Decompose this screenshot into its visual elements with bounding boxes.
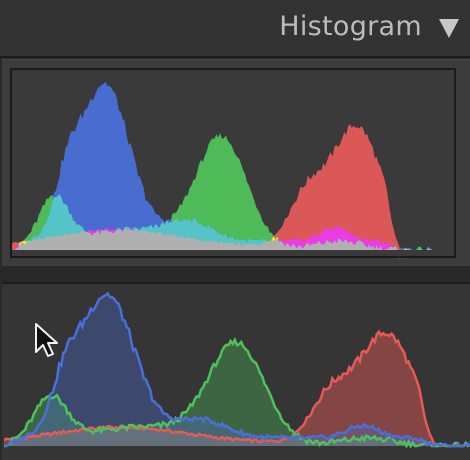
blue-channel-line	[4, 291, 470, 448]
gray-overlap-area	[12, 229, 432, 250]
arrow-cursor-icon	[35, 323, 58, 357]
panel-divider	[0, 266, 470, 282]
triangle-down-icon[interactable]	[438, 16, 460, 40]
panel-grip: ··	[398, 254, 405, 265]
blue-channel-fill	[4, 293, 470, 446]
panel-header[interactable]: Histogram	[0, 0, 470, 58]
blue-channel-area	[12, 81, 432, 251]
panel-title: Histogram	[279, 11, 422, 42]
red-channel-area	[12, 124, 432, 250]
histogram-filled-chart[interactable]	[12, 70, 454, 254]
green-channel-fill	[4, 339, 470, 446]
green-channel-area	[12, 133, 432, 250]
red-channel-line	[4, 329, 470, 448]
histogram-outlined-chart[interactable]	[4, 286, 470, 460]
red-channel-fill	[4, 331, 470, 446]
